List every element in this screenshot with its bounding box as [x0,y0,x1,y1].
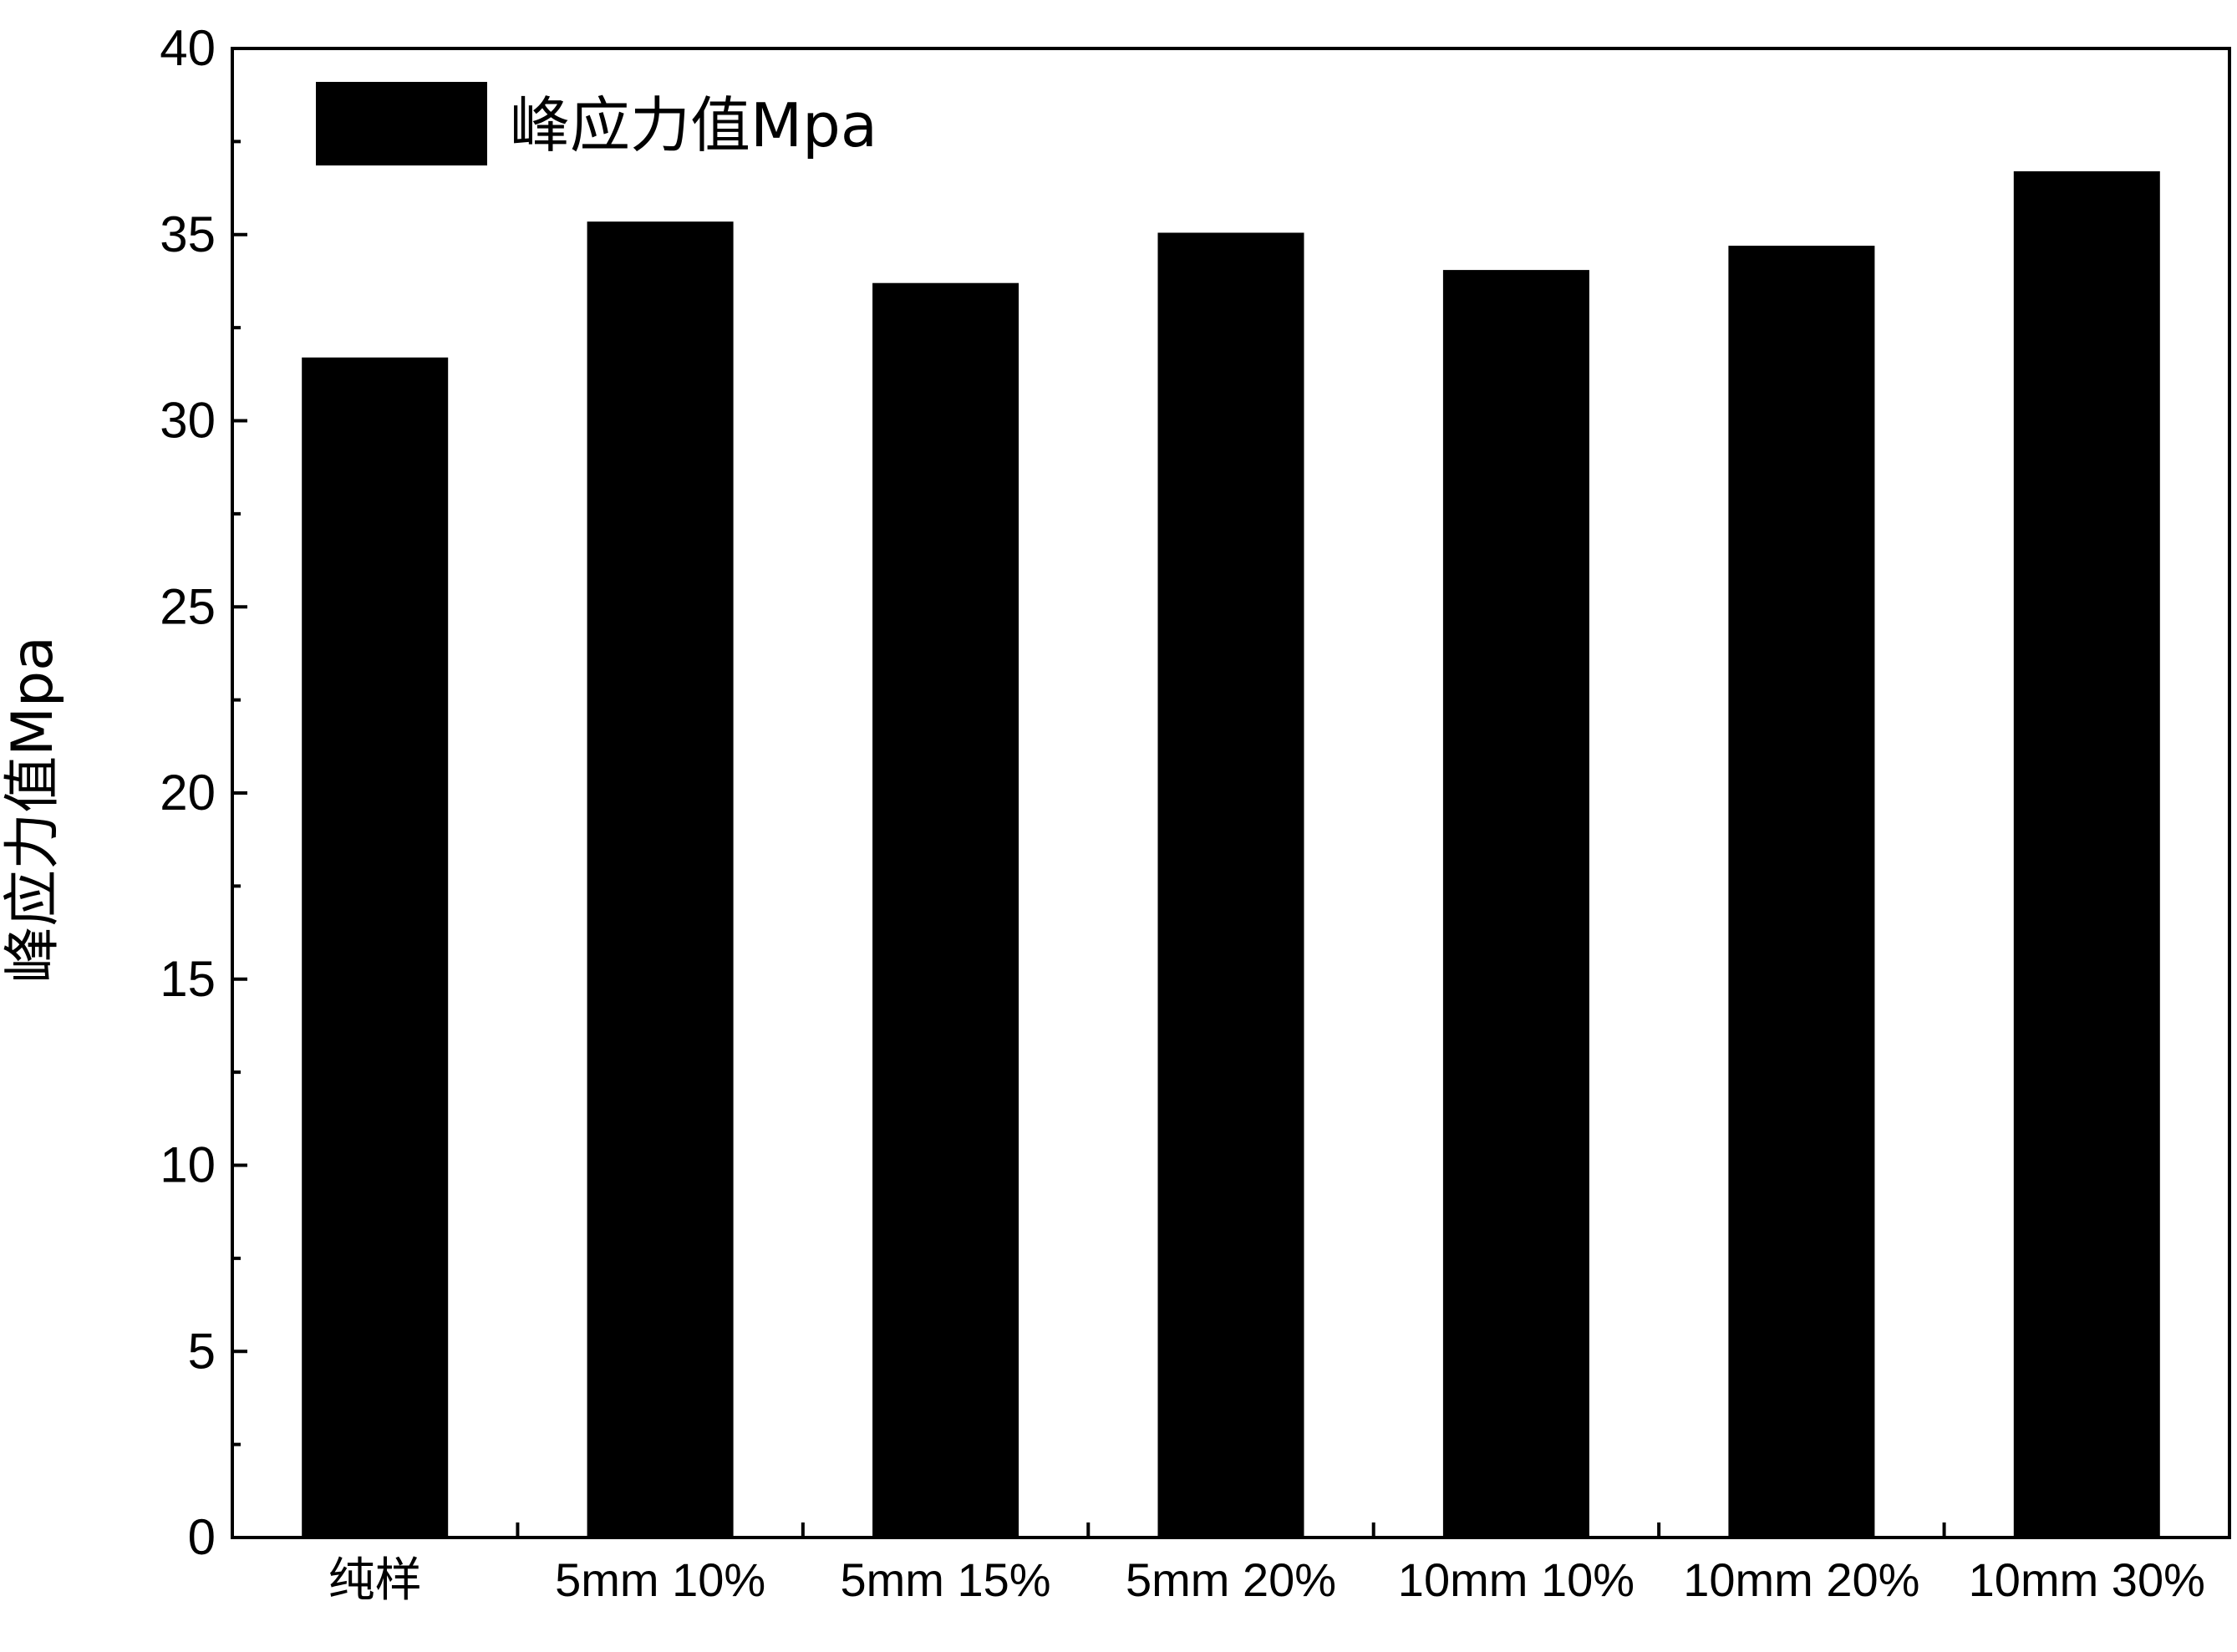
y-tick-label: 0 [188,1509,216,1565]
x-tick-label: 5mm 20% [1126,1553,1336,1606]
bar [587,221,734,1538]
y-axis-title: 峰应力值Mpa [0,636,66,984]
y-tick-label: 20 [160,765,216,821]
bar [302,357,449,1538]
x-tick-label: 5mm 10% [555,1553,765,1606]
bar [872,282,1019,1538]
y-tick-label: 35 [160,206,216,262]
bar [2013,171,2160,1538]
bar [1728,246,1875,1538]
y-tick-label: 15 [160,951,216,1007]
y-tick-label: 25 [160,578,216,634]
bar [1442,270,1589,1538]
y-tick-label: 40 [160,20,216,76]
y-tick-label: 5 [188,1323,216,1379]
bars-group [302,171,2160,1538]
plot-frame [231,47,2231,1539]
x-tick-label: 10mm 30% [1969,1553,2205,1606]
x-tick-label: 10mm 10% [1398,1553,1635,1606]
legend: 峰应力值Mpa [316,82,877,165]
x-tick-label: 10mm 20% [1683,1553,1919,1606]
x-tick-label: 纯样 [328,1553,422,1606]
x-tick-label: 5mm 15% [841,1553,1051,1606]
x-axis: 纯样 5mm 10% 5mm 15% 5mm 20% 10mm 10% 10mm 20% 1… [328,1522,2205,1606]
legend-swatch [316,82,487,165]
legend-label: 峰应力值Mpa [510,90,877,160]
y-axis: 0 5 10 15 20 25 30 35 40 [160,20,247,1565]
y-tick-label: 10 [160,1137,216,1193]
bar [1157,232,1304,1538]
y-tick-label: 30 [160,393,216,449]
